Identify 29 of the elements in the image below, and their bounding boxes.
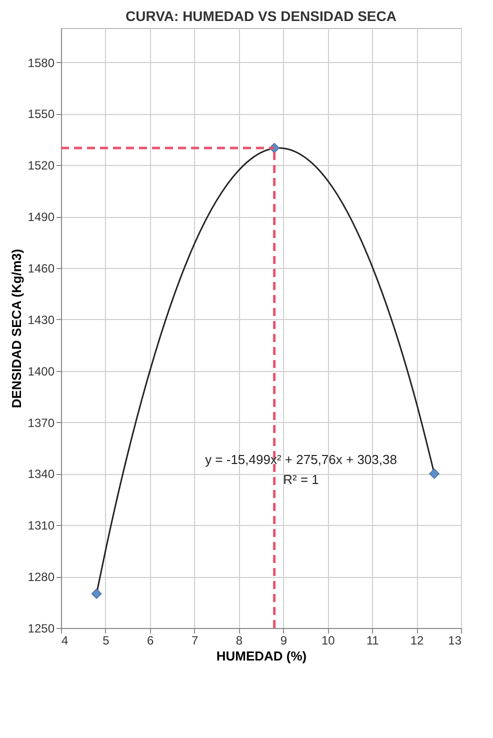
y-axis-title: DENSIDAD SECA (Kg/m3): [8, 248, 24, 408]
x-tick-label: 10: [321, 634, 336, 648]
y-tick-label: 1370: [28, 416, 55, 430]
y-tick-label: 1250: [28, 622, 55, 636]
x-tick-label: 4: [62, 634, 68, 648]
y-tick-label: 1400: [28, 364, 55, 378]
x-tick-label: 13: [448, 634, 462, 648]
x-tick-label: 12: [410, 634, 424, 648]
y-tick-label: 1580: [28, 56, 55, 70]
x-tick-label: 9: [280, 634, 288, 648]
annotation: y = -15,499x² + 275,76x + 303,38: [205, 452, 397, 467]
x-tick-label: 7: [191, 634, 198, 648]
x-tick-label: 8: [236, 634, 243, 648]
point: [429, 468, 440, 479]
y-tick-label: 1430: [28, 312, 55, 327]
x-tick-label: 6: [147, 634, 154, 648]
x-tick-label: 11: [366, 634, 380, 648]
y-tick-label: 1280: [28, 570, 55, 584]
x-tick-label: 5: [102, 634, 110, 648]
y-tick-label: 1490: [28, 210, 55, 224]
point: [91, 588, 102, 599]
y-tick-label: 1340: [28, 467, 55, 482]
chart-title: CURVA: HUMEDAD VS DENSIDAD SECA: [126, 8, 396, 24]
y-tick-label: 1310: [28, 518, 55, 533]
y-tick-label: 1460: [28, 262, 55, 276]
annotation: R² = 1: [283, 472, 319, 487]
y-tick-label: 1550: [28, 107, 55, 122]
x-axis-title: HUMEDAD (%): [216, 648, 307, 664]
y-tick-label: 1520: [28, 158, 55, 173]
